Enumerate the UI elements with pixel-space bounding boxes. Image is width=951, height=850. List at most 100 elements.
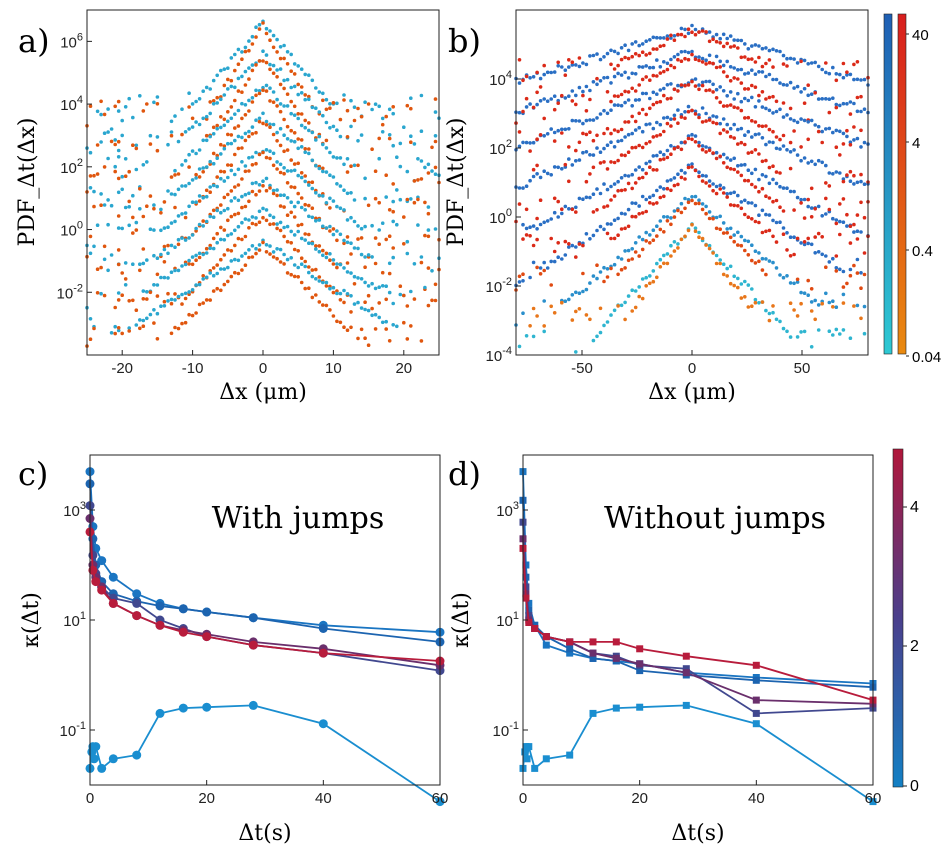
point-a-15-61 bbox=[345, 328, 350, 333]
point-b-13-44 bbox=[728, 235, 733, 240]
point-a-5-24 bbox=[229, 133, 234, 137]
point-a-2-32 bbox=[243, 69, 248, 74]
point-a-14-70 bbox=[359, 306, 364, 310]
point-b-14-6 bbox=[595, 334, 599, 339]
point-b-13-45 bbox=[732, 239, 736, 244]
point-a-7-9 bbox=[159, 211, 163, 215]
point-b-9-13 bbox=[605, 204, 610, 208]
point-b-0-98 bbox=[859, 78, 863, 82]
point-a-2-15 bbox=[183, 130, 188, 134]
point-b-4-72 bbox=[767, 108, 772, 113]
point-b-2-69 bbox=[757, 70, 761, 74]
point-a-9-21 bbox=[219, 203, 223, 207]
point-a-8-75 bbox=[416, 223, 420, 227]
point-a-0-42 bbox=[285, 50, 290, 54]
point-a-11-44 bbox=[307, 232, 311, 237]
point-b-11-17 bbox=[619, 227, 624, 231]
point-b-9-7 bbox=[560, 207, 564, 211]
point-b-15-60 bbox=[820, 301, 824, 306]
point-b-15-16 bbox=[633, 305, 638, 310]
point-a-14-31 bbox=[222, 267, 227, 271]
point-a-10-15 bbox=[169, 243, 174, 248]
point-a-6-44 bbox=[271, 122, 276, 127]
point-b-6-20 bbox=[584, 150, 589, 154]
point-b-5-7 bbox=[574, 148, 578, 153]
point-b-0-41 bbox=[658, 36, 663, 40]
point-a-8-49 bbox=[296, 173, 301, 178]
point-b-7-14 bbox=[623, 153, 627, 158]
point-a-6-57 bbox=[317, 166, 322, 171]
point-b-3-64 bbox=[788, 106, 793, 111]
point-b-9-40 bbox=[700, 147, 705, 152]
point-a-12-62 bbox=[345, 270, 350, 274]
point-a-1-16 bbox=[222, 83, 227, 88]
point-b-5-0 bbox=[517, 130, 522, 134]
point-b-8-86 bbox=[824, 212, 828, 216]
point-a-1-6 bbox=[141, 109, 146, 113]
point-a-10-22 bbox=[194, 226, 198, 231]
point-b-13-28 bbox=[672, 215, 677, 219]
point-a-15-12 bbox=[173, 325, 177, 330]
point-a-9-38 bbox=[278, 170, 283, 175]
point-b-11-69 bbox=[813, 235, 817, 239]
point-b-8-15 bbox=[574, 205, 578, 210]
point-a-2-42 bbox=[278, 67, 283, 71]
point-a-12-61 bbox=[342, 266, 346, 270]
point-b-3-22 bbox=[633, 89, 638, 93]
point-b-14-60 bbox=[785, 329, 789, 334]
point-b-8-26 bbox=[612, 182, 617, 186]
point-a-15-18 bbox=[194, 311, 198, 315]
point-b-2-54 bbox=[704, 58, 708, 62]
point-b-4-97 bbox=[855, 136, 860, 141]
point-b-14-48 bbox=[743, 279, 747, 284]
point-a-7-57 bbox=[391, 209, 396, 214]
point-b-10-59 bbox=[728, 191, 733, 196]
point-b-2-70 bbox=[760, 70, 765, 74]
point-b-7-43 bbox=[725, 130, 729, 134]
point-a-9-23 bbox=[226, 192, 230, 197]
point-b-6-7 bbox=[538, 175, 543, 180]
point-b-9-29 bbox=[662, 157, 666, 161]
point-b-2-61 bbox=[728, 65, 733, 69]
point-a-10-9 bbox=[145, 258, 149, 262]
axes-frame-c bbox=[89, 454, 441, 786]
point-b-9-28 bbox=[658, 157, 663, 162]
point-a-0-32 bbox=[250, 34, 255, 39]
point-a-15-34 bbox=[250, 255, 255, 259]
point-b-13-15 bbox=[626, 258, 631, 263]
point-b-6-69 bbox=[757, 132, 761, 136]
point-b-1-20 bbox=[637, 53, 641, 58]
point-b-0-42 bbox=[662, 36, 666, 40]
point-a-4-24 bbox=[229, 116, 234, 121]
point-a-3-17 bbox=[229, 105, 234, 109]
point-b-14-20 bbox=[644, 275, 648, 280]
point-a-1-18 bbox=[229, 78, 234, 83]
point-a-6-16 bbox=[173, 192, 177, 197]
point-b-7-39 bbox=[711, 120, 715, 125]
point-b-3-69 bbox=[834, 105, 839, 110]
point-a-1-46 bbox=[331, 101, 336, 105]
marker-d-2-9 bbox=[682, 665, 690, 673]
point-b-9-52 bbox=[743, 178, 747, 183]
point-b-5-62 bbox=[771, 129, 775, 134]
point-b-9-55 bbox=[753, 185, 758, 189]
point-a-10-65 bbox=[345, 240, 350, 245]
point-a-3-32 bbox=[282, 86, 286, 91]
point-b-6-44 bbox=[669, 117, 673, 121]
point-b-7-6 bbox=[591, 165, 596, 170]
point-a-2-16 bbox=[187, 127, 191, 131]
point-a-5-43 bbox=[296, 137, 301, 141]
point-a-11-0 bbox=[95, 267, 100, 272]
point-a-13-4 bbox=[120, 293, 124, 298]
point-a-14-10 bbox=[148, 312, 153, 317]
point-a-8-34 bbox=[243, 164, 248, 168]
point-a-5-36 bbox=[271, 100, 276, 104]
point-b-0-15 bbox=[567, 65, 571, 69]
point-b-3-25 bbox=[644, 75, 648, 79]
point-b-15-7 bbox=[570, 318, 575, 322]
point-b-8-94 bbox=[852, 230, 856, 234]
point-b-3-39 bbox=[693, 57, 698, 61]
point-b-1-49 bbox=[739, 55, 744, 60]
point-b-6-86 bbox=[816, 158, 821, 163]
point-b-4-78 bbox=[788, 117, 793, 121]
